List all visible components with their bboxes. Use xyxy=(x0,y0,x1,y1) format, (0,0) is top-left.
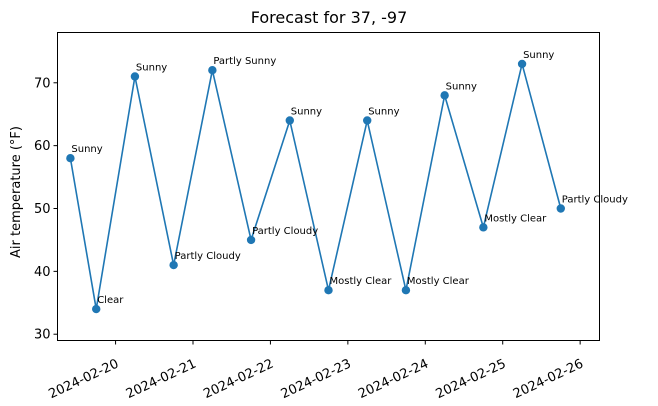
data-point xyxy=(246,235,256,245)
data-point xyxy=(556,204,565,213)
data-label: Sunny xyxy=(368,107,399,118)
x-tick-label: 2024-02-20 xyxy=(46,357,121,403)
y-axis-label: Air temperature (°F) xyxy=(9,126,24,258)
data-point xyxy=(169,260,178,270)
y-tick-label: 70 xyxy=(34,76,51,91)
y-tick-label: 50 xyxy=(34,202,51,217)
plot-frame xyxy=(57,32,600,341)
data-point xyxy=(130,72,140,81)
data-point xyxy=(401,286,411,295)
x-tick-label: 2024-02-24 xyxy=(356,357,431,403)
data-label: Sunny xyxy=(446,81,477,92)
data-point xyxy=(92,304,101,314)
data-point xyxy=(363,116,372,125)
data-point xyxy=(208,66,217,75)
data-label: Sunny xyxy=(523,50,554,61)
data-label: Mostly Clear xyxy=(484,213,547,224)
data-label: Partly Cloudy xyxy=(562,195,628,206)
y-tick-label: 40 xyxy=(34,265,51,280)
y-tick-label: 30 xyxy=(34,328,51,343)
x-tick-label: 2024-02-21 xyxy=(124,357,199,403)
x-tick-label: 2024-02-25 xyxy=(434,357,509,403)
data-point xyxy=(517,59,527,69)
x-tick-label: 2024-02-26 xyxy=(511,357,586,403)
data-label: Partly Sunny xyxy=(213,56,276,67)
data-label: Sunny xyxy=(71,144,102,155)
data-label: Partly Cloudy xyxy=(175,251,241,262)
y-tick-label: 60 xyxy=(34,139,51,154)
plot-area: 30 40 50 60 70 2024-02-20 2024-02-21 2024-02-22… xyxy=(34,50,628,402)
chart-title: Forecast for 37, -97 xyxy=(251,8,408,27)
data-label: Clear xyxy=(97,295,124,306)
data-label: Mostly Clear xyxy=(330,276,393,287)
series-line xyxy=(69,63,562,310)
data-point xyxy=(440,91,449,100)
x-tick-label: 2024-02-23 xyxy=(279,357,354,403)
data-point xyxy=(66,154,75,163)
data-point xyxy=(479,223,488,232)
data-label: Sunny xyxy=(291,107,322,118)
data-label: Mostly Clear xyxy=(407,276,470,287)
data-label: Partly Cloudy xyxy=(252,226,318,237)
x-tick-label: 2024-02-22 xyxy=(201,357,276,403)
data-point xyxy=(285,116,294,125)
data-label: Sunny xyxy=(136,63,167,74)
data-point xyxy=(324,286,333,295)
